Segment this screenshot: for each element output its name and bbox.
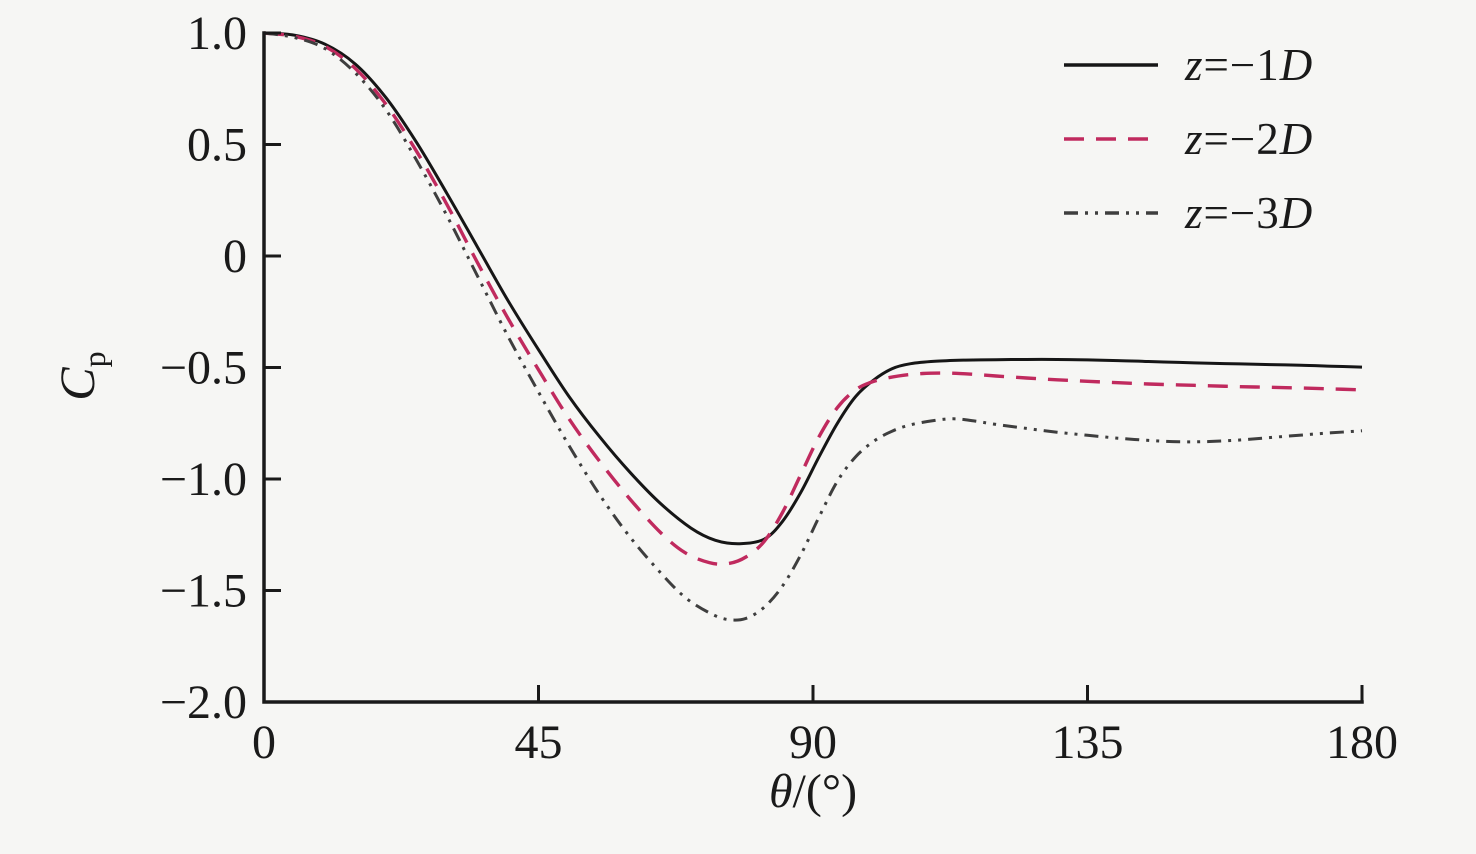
x-tick-label-90: 90 bbox=[789, 716, 837, 769]
curve-series-0 bbox=[263, 31, 1363, 546]
y-axis-subscript: p bbox=[75, 351, 112, 368]
legend-label-0: z=−1D bbox=[1185, 40, 1314, 90]
x-tick-label-45: 45 bbox=[515, 716, 563, 769]
x-tick-label-135: 135 bbox=[1052, 716, 1124, 769]
y-tick-label-1.0: 1.0 bbox=[187, 7, 247, 60]
y-tick-label-−1.0: −1.0 bbox=[160, 453, 247, 506]
axes bbox=[262, 31, 1364, 704]
legend-label-2: z=−3D bbox=[1185, 188, 1314, 238]
y-axis-symbol: C bbox=[48, 367, 105, 401]
legend-line-sample-1 bbox=[1064, 137, 1158, 141]
curve-series-1 bbox=[263, 31, 1363, 566]
y-axis-title-text: Cp bbox=[48, 351, 113, 400]
y-tick-label-−2.0: −2.0 bbox=[160, 676, 247, 729]
legend-item-z-3d: z=−3D bbox=[1063, 176, 1313, 250]
y-tick-label-0.5: 0.5 bbox=[187, 119, 247, 172]
x-tick-label-180: 180 bbox=[1326, 716, 1398, 769]
legend: z=−1D z=−2D z=−3D bbox=[1063, 28, 1313, 250]
curve-series-2 bbox=[263, 31, 1363, 622]
x-axis-title: θ/(°) bbox=[768, 765, 858, 818]
y-axis-title: Cp bbox=[20, 314, 140, 438]
legend-line-sample-2 bbox=[1064, 211, 1158, 215]
legend-item-z-1d: z=−1D bbox=[1063, 28, 1313, 102]
y-tick-label-0: 0 bbox=[223, 230, 247, 283]
legend-line-sample-0 bbox=[1064, 63, 1158, 67]
y-tick-label-−1.5: −1.5 bbox=[160, 565, 247, 618]
x-tick-label-0: 0 bbox=[252, 716, 276, 769]
legend-label-1: z=−2D bbox=[1185, 114, 1314, 164]
y-tick-label-−0.5: −0.5 bbox=[160, 342, 247, 395]
legend-item-z-2d: z=−2D bbox=[1063, 102, 1313, 176]
